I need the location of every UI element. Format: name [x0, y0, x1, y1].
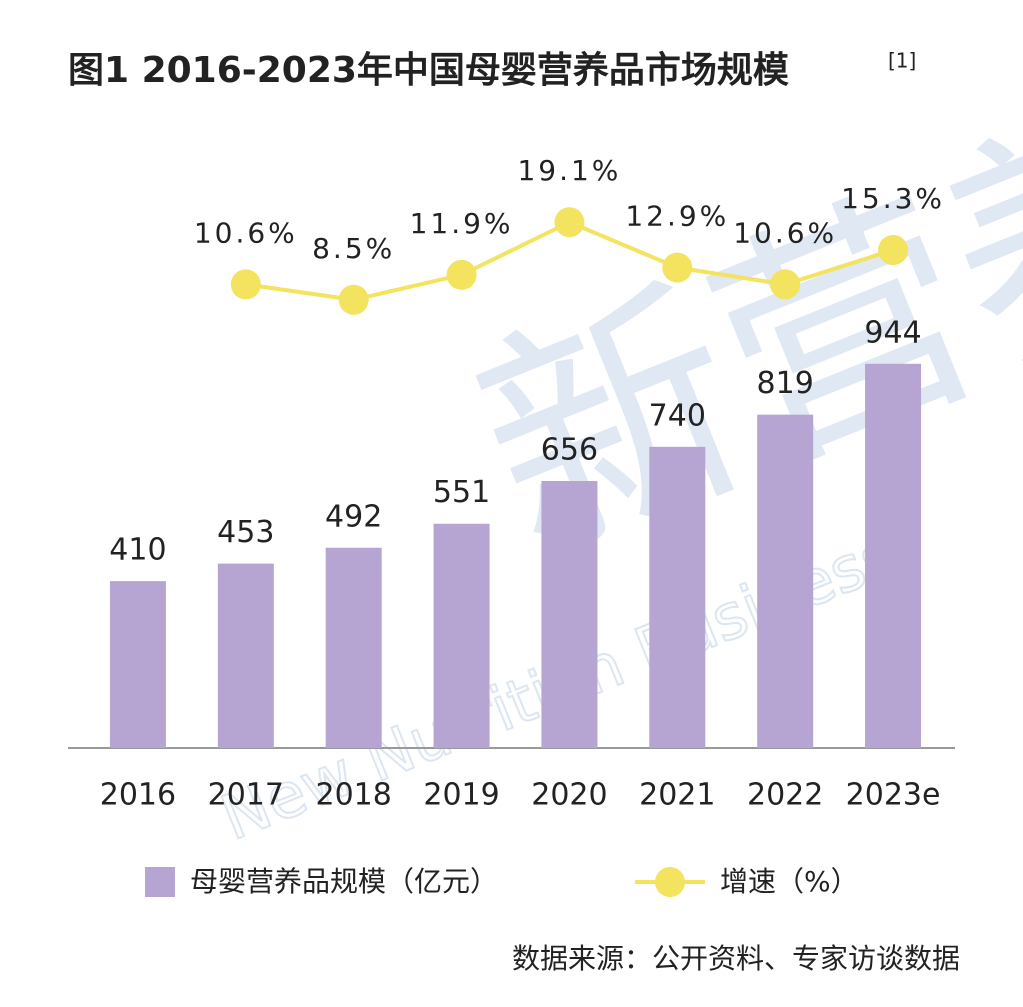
data-label: 551 — [433, 475, 490, 510]
bar — [433, 523, 490, 748]
line-marker — [662, 252, 693, 283]
x-tick-label: 2017 — [208, 778, 284, 813]
data-label: 656 — [541, 433, 598, 468]
line-marker — [338, 284, 369, 315]
data-label: 10.6% — [194, 216, 298, 249]
data-label: 740 — [649, 398, 706, 433]
x-tick-label: 2020 — [531, 778, 607, 813]
bar — [865, 363, 922, 748]
legend-label: 增速（%） — [720, 865, 859, 898]
data-label: 819 — [757, 366, 814, 401]
data-label: 944 — [864, 315, 921, 350]
x-tick-label: 2021 — [639, 778, 715, 813]
data-label: 15.3% — [841, 182, 945, 215]
data-label: 492 — [325, 499, 382, 534]
x-tick-label: 2019 — [423, 778, 499, 813]
legend-swatch — [655, 867, 685, 897]
bar — [109, 581, 166, 748]
x-tick-label: 2016 — [100, 778, 176, 813]
source: 数据来源：公开资料、专家访谈数据 — [512, 942, 960, 975]
legend-label: 母婴营养品规模（亿元） — [190, 865, 498, 898]
watermark: 新营养 — [443, 55, 1023, 606]
bar — [325, 547, 382, 748]
data-label: 453 — [217, 515, 274, 550]
line-marker — [446, 259, 477, 290]
bar — [757, 414, 814, 748]
line-marker — [878, 235, 909, 266]
data-label: 10.6% — [733, 216, 837, 249]
bar — [541, 481, 598, 748]
x-tick-label: 2018 — [316, 778, 392, 813]
legend-swatch — [145, 867, 175, 897]
bar — [217, 563, 274, 748]
bar — [649, 446, 706, 748]
x-tick-label: 2023e — [846, 778, 941, 813]
line-marker — [230, 269, 261, 300]
data-label: 11.9% — [410, 207, 514, 240]
x-tick-label: 2022 — [747, 778, 823, 813]
data-label: 19.1% — [517, 154, 621, 187]
title-note: [1] — [888, 49, 916, 73]
data-label: 12.9% — [625, 200, 729, 233]
data-label: 410 — [109, 533, 166, 568]
chart-title: 图1 2016-2023年中国母婴营养品市场规模 — [68, 49, 789, 91]
data-label: 8.5% — [312, 232, 395, 265]
line-marker — [770, 269, 801, 300]
line-marker — [554, 207, 585, 238]
